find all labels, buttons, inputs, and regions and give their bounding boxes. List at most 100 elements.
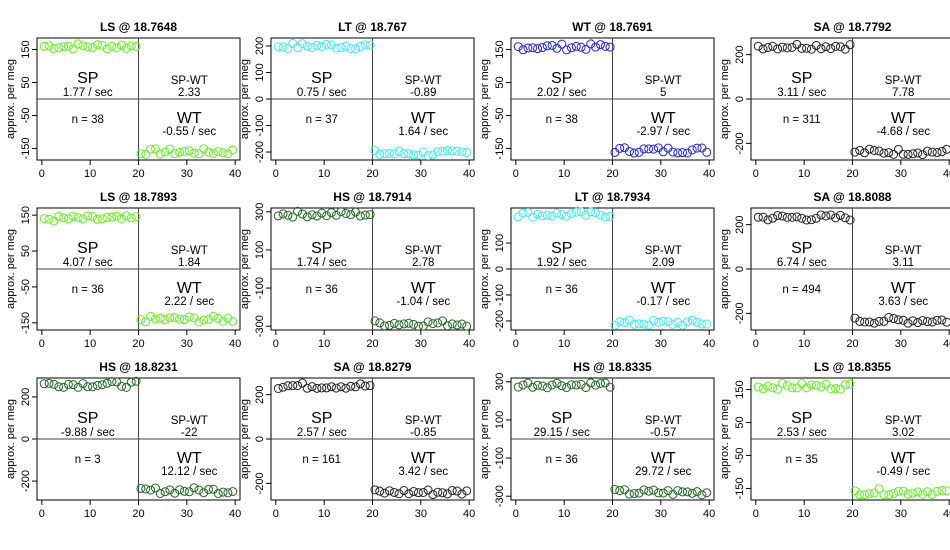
n-count: n = 37 <box>306 114 338 126</box>
data-point <box>898 149 908 159</box>
data-point <box>399 319 409 329</box>
data-point <box>542 41 552 51</box>
data-point <box>165 313 175 323</box>
data-point <box>913 318 923 328</box>
x-tick-label: 10 <box>84 338 96 350</box>
panel-title: SA @ 18.8088 <box>814 190 892 204</box>
data-point <box>73 39 83 49</box>
data-point <box>136 315 146 325</box>
data-point <box>845 40 855 50</box>
data-point <box>678 148 688 158</box>
x-tick-label: 0 <box>39 508 45 520</box>
data-point <box>918 489 928 499</box>
data-point <box>777 378 787 388</box>
data-point <box>758 44 768 54</box>
data-point <box>155 149 165 159</box>
sp-rate: 2.53 / sec <box>777 427 827 439</box>
data-point <box>702 147 712 157</box>
data-point <box>160 147 170 157</box>
data-point <box>908 488 918 498</box>
data-point <box>204 314 214 324</box>
data-point <box>365 40 375 50</box>
x-tick-label: 10 <box>558 338 570 350</box>
data-point <box>384 320 394 330</box>
sp-rate: 3.11 / sec <box>777 87 826 99</box>
x-tick-label: 20 <box>366 508 378 520</box>
y-tick-label: 50 <box>20 76 32 88</box>
wt-rate: -0.17 / sec <box>636 296 690 308</box>
y-tick-label: -150 <box>20 312 32 334</box>
y-tick-label: 150 <box>734 380 746 398</box>
data-point <box>620 317 630 327</box>
data-point <box>874 316 884 326</box>
data-point <box>649 315 659 325</box>
data-point <box>889 314 899 324</box>
y-tick-label: 300 <box>494 373 506 391</box>
x-tick-label: 0 <box>39 338 45 350</box>
data-point <box>92 40 102 50</box>
data-point <box>409 319 419 329</box>
y-tick-label: -100 <box>494 284 506 306</box>
data-point <box>360 210 370 220</box>
data-point <box>605 211 615 221</box>
data-point <box>864 489 874 499</box>
x-tick-label: 0 <box>273 508 279 520</box>
data-point <box>773 384 783 394</box>
data-point <box>682 317 692 327</box>
n-count: n = 36 <box>72 284 104 296</box>
data-point <box>126 41 136 51</box>
data-point <box>63 41 73 51</box>
data-point <box>586 207 596 217</box>
data-point <box>389 487 399 497</box>
data-point <box>840 380 850 390</box>
sp-label: SP <box>77 410 98 427</box>
data-point <box>346 210 356 220</box>
sp-label: SP <box>551 240 572 257</box>
spwt-label: SP-WT <box>171 415 208 427</box>
wt-label: WT <box>411 280 436 297</box>
data-point <box>394 489 404 499</box>
data-point <box>175 314 185 324</box>
data-point <box>141 317 151 327</box>
panel-12: LS @ 18.8355 0 10 20 30 40 -150 -50 50 150approx.… <box>719 360 950 520</box>
data-point <box>63 379 73 389</box>
data-point <box>326 382 336 392</box>
data-point <box>228 145 238 155</box>
data-point <box>59 213 69 223</box>
data-point <box>831 213 841 223</box>
spwt-label: SP-WT <box>171 75 208 87</box>
data-point <box>380 149 390 159</box>
data-point <box>571 41 581 51</box>
data-point <box>869 488 879 498</box>
data-point <box>68 380 78 390</box>
data-point <box>826 384 836 394</box>
y-axis-label: approx. per meg <box>719 399 731 479</box>
data-point <box>146 144 156 154</box>
data-point <box>782 380 792 390</box>
panel-2: LT @ 18.767 0 10 20 30 40 -200 -100 0 100 200appro… <box>239 20 475 180</box>
y-tick-label: 0 <box>734 266 746 272</box>
y-tick-label: 200 <box>254 385 266 403</box>
data-point <box>179 146 189 156</box>
data-point <box>773 211 783 221</box>
data-point <box>199 144 209 154</box>
wt-rate: 3.63 / sec <box>878 296 928 308</box>
data-point <box>932 315 942 325</box>
wt-label: WT <box>177 280 202 297</box>
data-point <box>112 211 122 221</box>
data-point <box>792 212 802 222</box>
data-point <box>811 213 821 223</box>
x-tick-label: 20 <box>846 168 858 180</box>
data-point <box>922 487 932 497</box>
data-point <box>49 44 59 54</box>
data-point <box>777 42 787 52</box>
data-point <box>160 487 170 497</box>
data-point <box>150 144 160 154</box>
data-point <box>768 213 778 223</box>
x-tick-label: 20 <box>132 168 144 180</box>
spwt-value: 2.78 <box>412 257 434 269</box>
data-point <box>806 215 816 225</box>
data-point <box>542 210 552 220</box>
data-point <box>78 379 88 389</box>
data-point <box>702 488 712 498</box>
